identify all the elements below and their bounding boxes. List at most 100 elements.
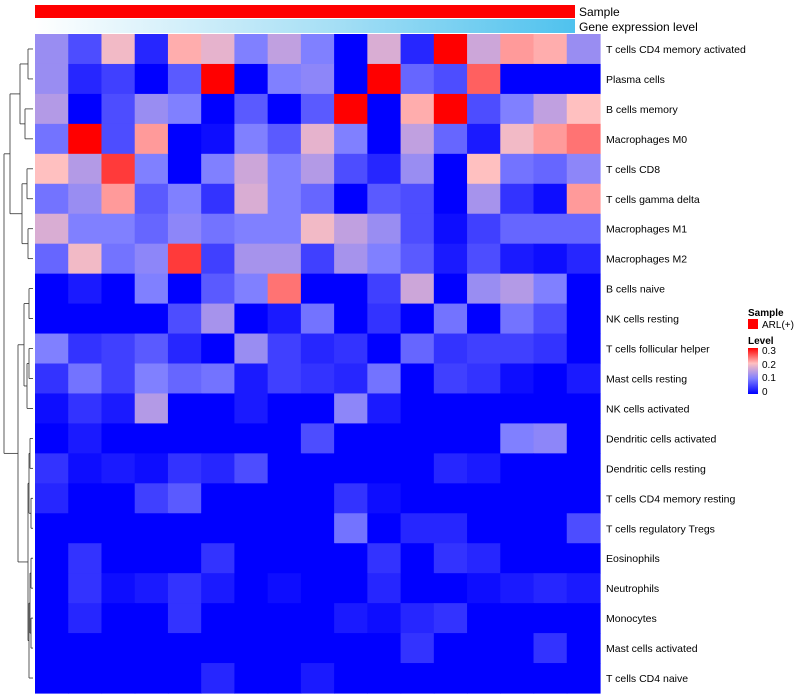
heatmap-cell [68,183,103,215]
heatmap-cell [500,633,535,664]
heatmap-cell [367,363,402,395]
heatmap-cell [234,663,269,694]
heatmap-cell [267,603,302,634]
gene-expression-annotation-label: Gene expression level [579,20,698,34]
heatmap-cell [167,393,202,424]
heatmap-cell [267,513,302,544]
legend-sample-swatch [748,319,758,329]
heatmap-cell [533,333,568,365]
heatmap-cell [68,243,103,275]
heatmap-cell [566,333,601,365]
heatmap-cell [267,423,302,454]
heatmap-cell [467,663,501,694]
heatmap-cell [300,543,335,574]
heatmap-cell [334,213,368,245]
row-label: T cells CD4 naive [606,673,688,685]
heatmap-cell [400,123,435,155]
row-label: Neutrophils [606,583,659,595]
heatmap-cell [533,153,568,185]
heatmap-cell [400,153,435,185]
heatmap-cell [201,63,236,95]
heatmap-cell [201,243,236,275]
heatmap-cell [334,333,368,365]
heatmap-cell [267,153,302,185]
heatmap-cell [234,63,269,95]
heatmap-cell [134,34,169,65]
heatmap-cell [35,663,69,694]
heatmap-cell [101,183,136,215]
heatmap-cell [167,663,202,694]
heatmap-cell [300,363,335,395]
heatmap-cell [201,123,236,155]
heatmap-cell [367,63,402,95]
heatmap-cell [101,213,136,245]
heatmap-cell [267,393,302,424]
heatmap-cell [101,513,136,544]
heatmap-cell [533,543,568,574]
heatmap-cell [35,333,69,365]
heatmap-cell [35,603,69,634]
heatmap-cell [234,603,269,634]
heatmap-cell [134,63,169,95]
heatmap-cell [334,123,368,155]
heatmap-cell [467,123,501,155]
heatmap-cell [134,363,169,395]
legend-sample-entry: ARL(+) [762,320,794,331]
heatmap-cell [101,663,136,694]
heatmap-cell [533,93,568,125]
heatmap-cell [533,423,568,454]
heatmap-cell [134,603,169,634]
heatmap-cell [35,243,69,275]
heatmap-cell [35,93,69,125]
heatmap-cell [467,34,501,65]
heatmap-cell [300,453,335,484]
heatmap-cell [367,573,402,604]
heatmap-cell [35,63,69,95]
heatmap-cell [35,153,69,185]
heatmap-cell [167,273,202,305]
heatmap-cell [334,483,368,514]
heatmap-cell [433,453,468,484]
heatmap-cell [201,573,236,604]
heatmap-cell [101,63,136,95]
heatmap-cell [367,663,402,694]
legend-tick-0: 0 [762,387,768,398]
heatmap-cell [234,123,269,155]
heatmap-cell [400,34,435,65]
heatmap-cell [267,63,302,95]
heatmap-cell [533,603,568,634]
heatmap-cell [334,663,368,694]
row-labels: T cells CD4 memory activated Plasma cells… [606,44,746,685]
heatmap-cell [300,34,335,65]
heatmap-cell [367,303,402,335]
heatmap-cell [433,303,468,335]
heatmap-cell [68,303,103,335]
heatmap-cell [267,183,302,215]
heatmap-cell [334,573,368,604]
heatmap-cell [400,93,435,125]
heatmap-cell [533,663,568,694]
heatmap-cell [234,153,269,185]
heatmap-cell [35,303,69,335]
heatmap-cell [500,153,535,185]
row-label: B cells naive [606,284,665,296]
heatmap-cell [467,483,501,514]
heatmap-cell [234,93,269,125]
heatmap-cell [201,213,236,245]
heatmap-cell [300,603,335,634]
heatmap-cell [300,243,335,275]
heatmap-cell [500,663,535,694]
row-label: Dendritic cells resting [606,463,706,475]
heatmap-cell [334,363,368,395]
heatmap-cell [300,153,335,185]
heatmap-cell [533,453,568,484]
heatmap-cell [400,393,435,424]
heatmap-cell [500,333,535,365]
legend-sample-title: Sample [748,308,784,319]
heatmap-cell [566,363,601,395]
heatmap-cell [467,453,501,484]
heatmap-cell [400,633,435,664]
heatmap-cell [367,243,402,275]
sample-annotation-label: Sample [579,5,620,19]
heatmap-cell [68,663,103,694]
